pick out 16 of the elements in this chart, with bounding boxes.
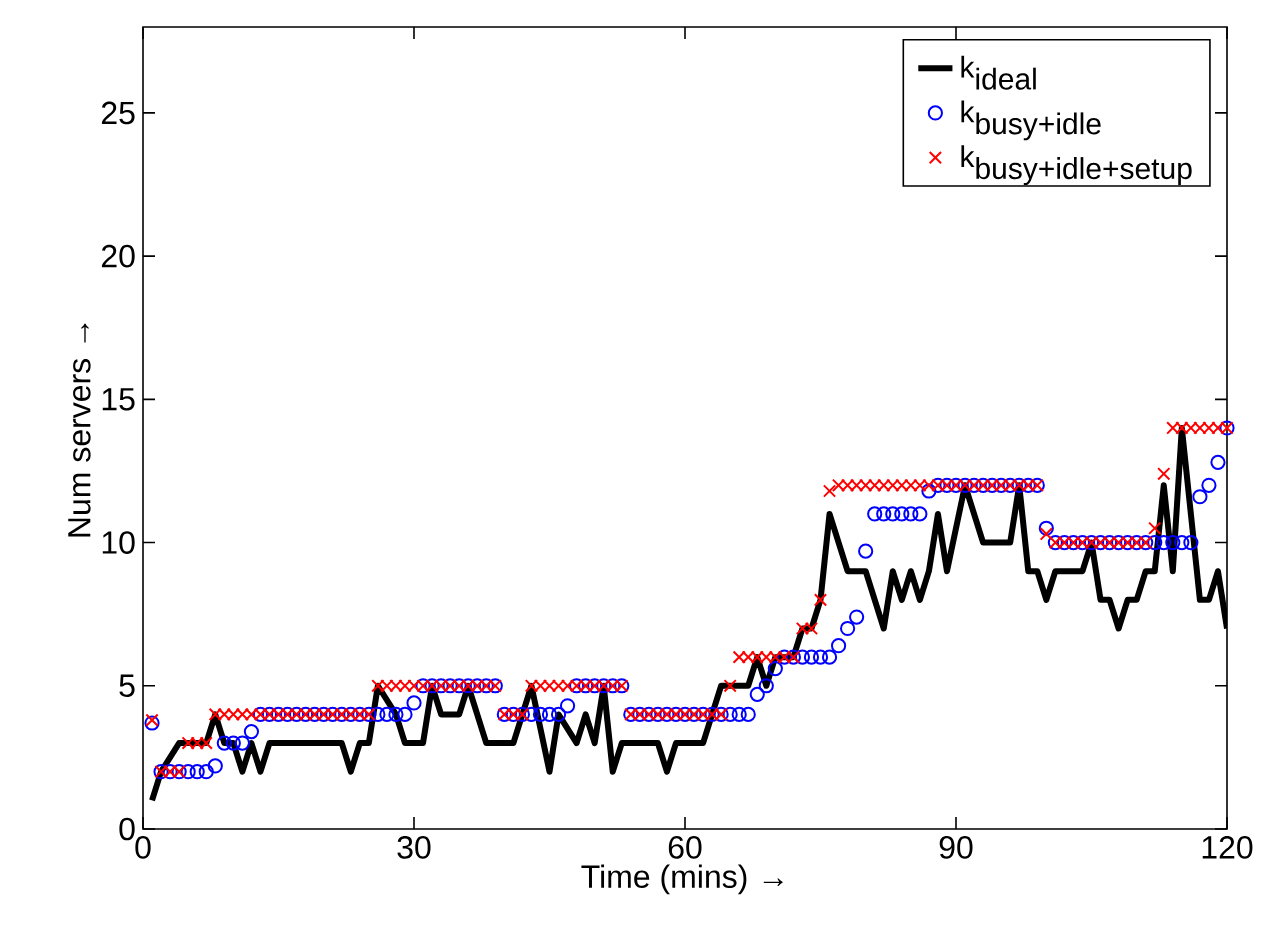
y-tick-label: 0: [119, 817, 135, 841]
x-tick-label: 90: [939, 836, 973, 859]
x-tick-label: 0: [135, 836, 151, 859]
y-tick-label: 5: [119, 674, 135, 697]
legend-label: $\textnormal{k}_{\textnormal{busy+idle}}$: [961, 100, 1101, 141]
legend-label: $\textnormal{k}_{\textnormal{busy+idle+setup}}$: [961, 145, 1192, 186]
y-tick-label: 25: [101, 101, 135, 125]
y-tick-label: 20: [101, 244, 135, 268]
x-tick-label: 120: [1202, 836, 1253, 859]
legend-label: $\textnormal{k}_{\textnormal{ideal}}$: [961, 55, 1036, 90]
y-axis-title: Num servers →: [68, 323, 91, 537]
x-tick-label: 30: [397, 836, 431, 859]
x-tick-label: 60: [668, 836, 702, 859]
x-axis-title: Time (mins) →: [581, 864, 783, 895]
y-tick-label: 15: [102, 388, 135, 411]
y-tick-label: 10: [102, 531, 135, 554]
